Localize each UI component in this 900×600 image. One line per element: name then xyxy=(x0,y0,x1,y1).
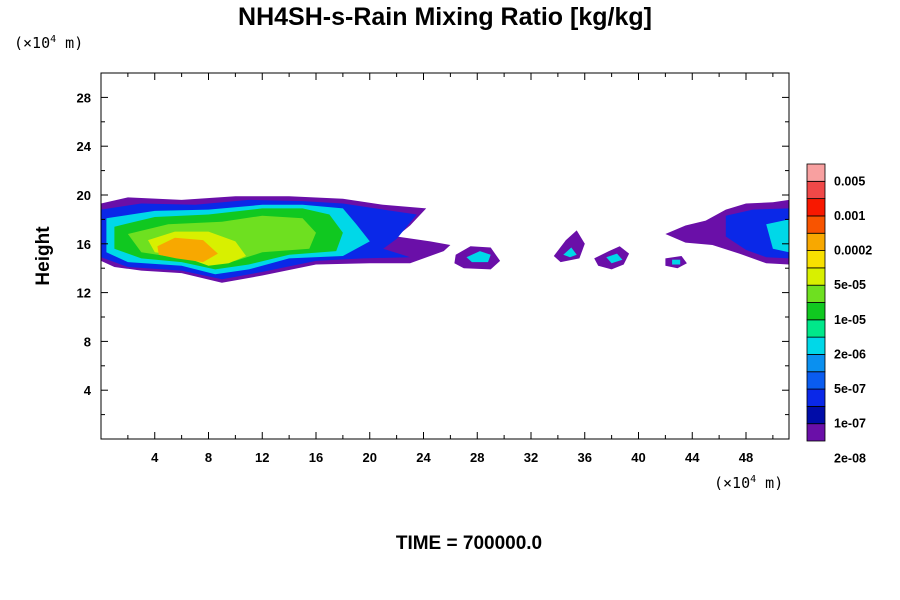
colorbar-swatch xyxy=(806,180,826,200)
colorbar-swatch xyxy=(806,215,826,234)
colorbar-swatch xyxy=(806,405,826,425)
x-tick-label: 28 xyxy=(470,450,484,465)
colorbar-label: 2e-06 xyxy=(834,347,866,361)
cell-b-level-5 xyxy=(563,247,577,258)
colorbar-swatch xyxy=(806,198,826,217)
colorbar-label: 0.001 xyxy=(834,209,865,223)
colorbar-swatch xyxy=(806,232,826,251)
colorbar-label: 1e-07 xyxy=(834,417,866,431)
x-tick-label: 32 xyxy=(524,450,538,465)
cell-c-level-5 xyxy=(606,253,623,264)
colorbar-swatch xyxy=(806,302,826,321)
colorbar-swatch xyxy=(806,423,826,442)
y-tick-label: 12 xyxy=(77,286,91,301)
y-axis-unit: (×104 m) xyxy=(14,34,83,52)
colorbar-swatch xyxy=(806,336,826,355)
cell-b-level-0 xyxy=(553,230,585,263)
main-cloud-level-11 xyxy=(157,237,218,263)
colorbar-swatch xyxy=(806,267,826,286)
x-tick-label: 12 xyxy=(255,450,269,465)
contour-regions xyxy=(101,196,789,283)
x-tick-label: 4 xyxy=(151,450,159,465)
colorbar-swatch xyxy=(806,284,826,303)
x-tick-label: 40 xyxy=(631,450,645,465)
x-tick-label: 24 xyxy=(416,450,431,465)
x-tick-label: 36 xyxy=(578,450,592,465)
y-tick-label: 20 xyxy=(77,188,91,203)
plot-frame xyxy=(100,72,790,440)
x-tick-label: 44 xyxy=(685,450,700,465)
y-tick-label: 8 xyxy=(84,334,91,349)
x-tick-label: 20 xyxy=(363,450,377,465)
x-axis-unit: (×104 m) xyxy=(714,474,783,492)
colorbar-swatch xyxy=(806,371,826,390)
colorbar-label: 5e-05 xyxy=(834,278,866,292)
y-tick-label: 24 xyxy=(77,139,92,154)
colorbar-swatch xyxy=(806,319,826,338)
y-axis-label: Height xyxy=(33,226,54,286)
x-tick-label: 8 xyxy=(205,450,212,465)
colorbar-label: 2e-08 xyxy=(834,451,866,465)
y-tick-label: 4 xyxy=(84,383,92,398)
colorbar-swatch xyxy=(806,354,826,373)
y-tick-label: 16 xyxy=(77,237,91,252)
chart-title: NH4SH-s-Rain Mixing Ratio [kg/kg] xyxy=(238,3,652,31)
colorbar-swatch xyxy=(806,250,826,269)
colorbar-label: 5e-07 xyxy=(834,382,866,396)
x-tick-label: 16 xyxy=(309,450,323,465)
colorbar-label: 1e-05 xyxy=(834,313,866,327)
x-tick-label: 48 xyxy=(739,450,753,465)
y-tick-label: 28 xyxy=(77,90,91,105)
colorbar-label: 0.005 xyxy=(834,174,865,188)
cell-a-level-5 xyxy=(466,251,491,263)
colorbar: 0.005 0.001 0.0002 5e-05 1e-05 2e-06 5e-07 1e-0… xyxy=(806,163,872,465)
colorbar-swatch xyxy=(806,163,826,182)
time-label: TIME = 700000.0 xyxy=(396,533,542,554)
colorbar-label: 0.0002 xyxy=(834,244,872,258)
colorbar-swatch xyxy=(806,388,826,407)
cell-d-level-5 xyxy=(672,259,681,265)
